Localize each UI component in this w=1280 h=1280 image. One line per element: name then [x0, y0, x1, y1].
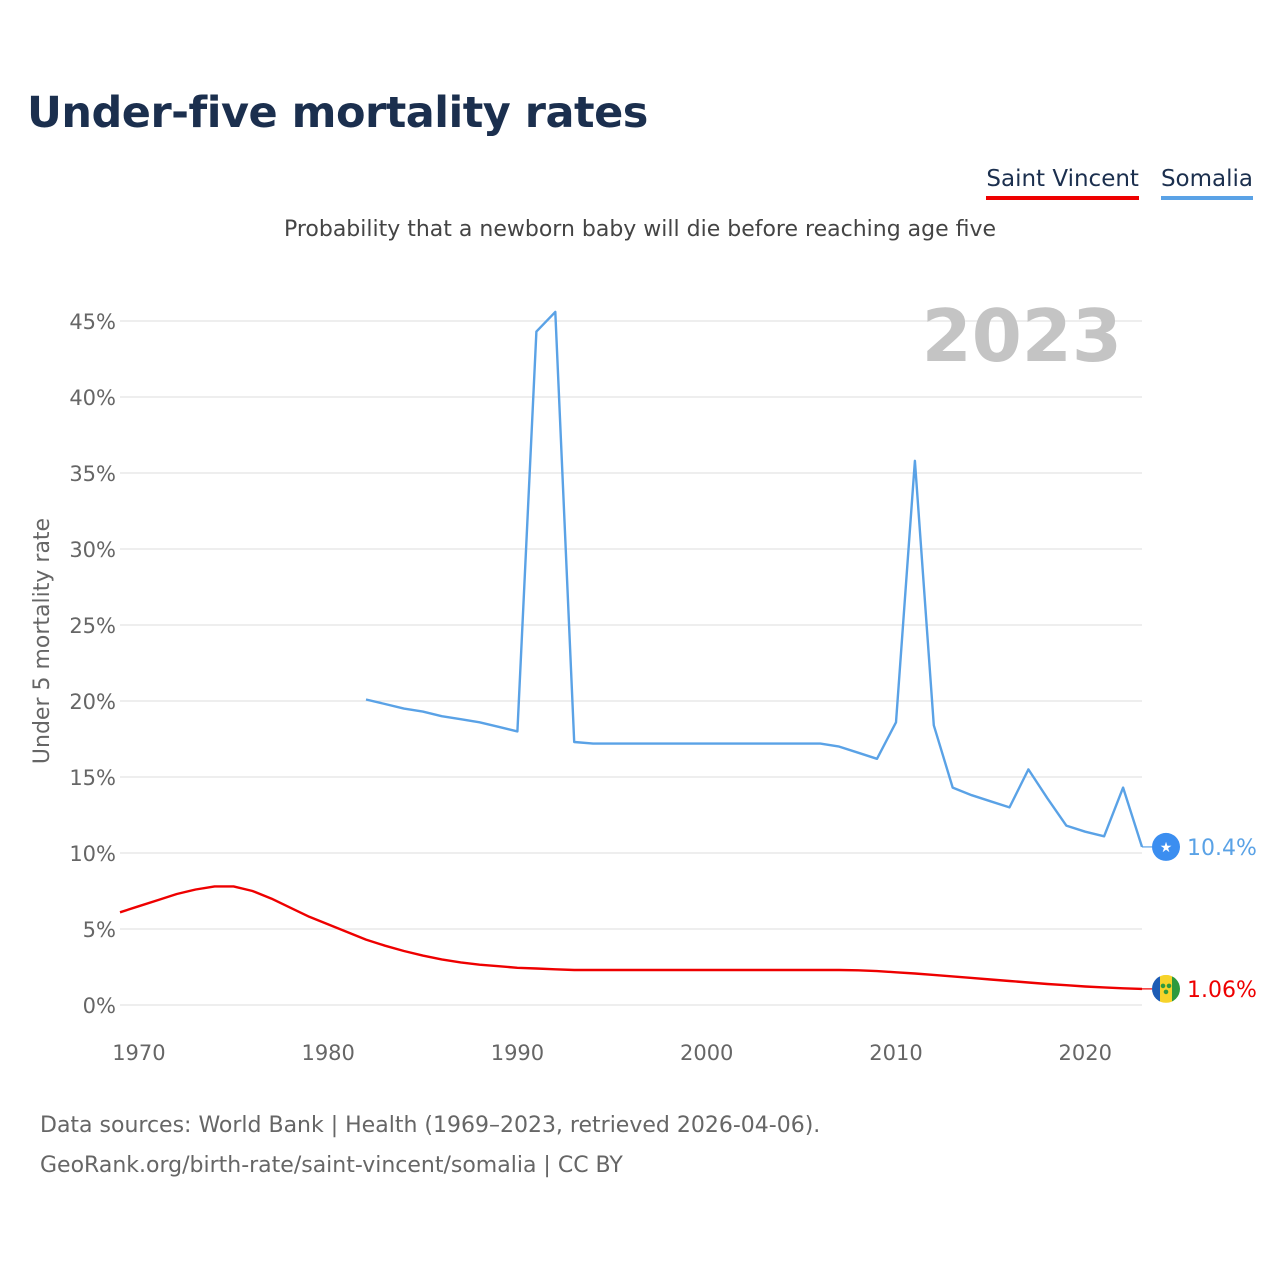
- somalia-flag-icon: ★: [1152, 832, 1180, 861]
- line-chart: 0% 5% 10% 15% 20% 25% 30% 35% 40% 45% 1970 1980 199…: [30, 294, 1257, 1065]
- y-tick-label: 5%: [83, 918, 116, 942]
- legend-item-somalia[interactable]: Somalia: [1160, 164, 1253, 200]
- x-tick-label: 1970: [112, 1041, 165, 1065]
- y-tick-label: 45%: [69, 310, 116, 334]
- y-tick-label: 15%: [69, 766, 116, 790]
- x-axis-ticks: 1970 1980 1990 2000 2010 2020: [112, 1041, 1112, 1065]
- year-label: 2023: [922, 294, 1122, 378]
- footer: Data sources: World Bank | Health (1969–…: [40, 1106, 820, 1186]
- series-line-somalia[interactable]: [365, 310, 1144, 848]
- end-label-somalia: 10.4%: [1187, 836, 1257, 861]
- svg-text:★: ★: [1160, 840, 1173, 856]
- legend: Saint Vincent Somalia: [986, 164, 1253, 200]
- y-tick-label: 25%: [69, 614, 116, 638]
- source-note: Data sources: World Bank | Health (1969–…: [40, 1113, 821, 1138]
- chart-title: Under-five mortality rates: [27, 88, 648, 138]
- end-labels: 1.06% ★ 10.4%: [1142, 832, 1257, 1003]
- x-tick-label: 1980: [301, 1041, 354, 1065]
- y-tick-label: 30%: [69, 538, 116, 562]
- x-tick-label: 2000: [680, 1041, 733, 1065]
- series-lines: [119, 310, 1144, 991]
- x-tick-label: 1990: [491, 1041, 544, 1065]
- y-tick-label: 0%: [83, 994, 116, 1018]
- chart-subtitle: Probability that a newborn baby will die…: [283, 217, 997, 242]
- saint-vincent-flag-icon: [1152, 974, 1180, 1003]
- y-tick-label: 10%: [69, 842, 116, 866]
- end-label-saint-vincent: 1.06%: [1187, 978, 1257, 1003]
- y-tick-label: 35%: [69, 462, 116, 486]
- x-tick-label: 2010: [869, 1041, 922, 1065]
- x-tick-label: 2020: [1058, 1041, 1111, 1065]
- gridlines: [120, 320, 1142, 1006]
- y-tick-label: 20%: [69, 690, 116, 714]
- series-line-saint-vincent[interactable]: [119, 885, 1143, 991]
- legend-item-saint-vincent[interactable]: Saint Vincent: [986, 164, 1139, 200]
- source-url[interactable]: GeoRank.org/birth-rate/saint-vincent/som…: [40, 1153, 623, 1178]
- y-tick-label: 40%: [69, 386, 116, 410]
- y-axis-ticks: 0% 5% 10% 15% 20% 25% 30% 35% 40% 45%: [69, 310, 116, 1018]
- y-axis-label: Under 5 mortality rate: [30, 518, 55, 764]
